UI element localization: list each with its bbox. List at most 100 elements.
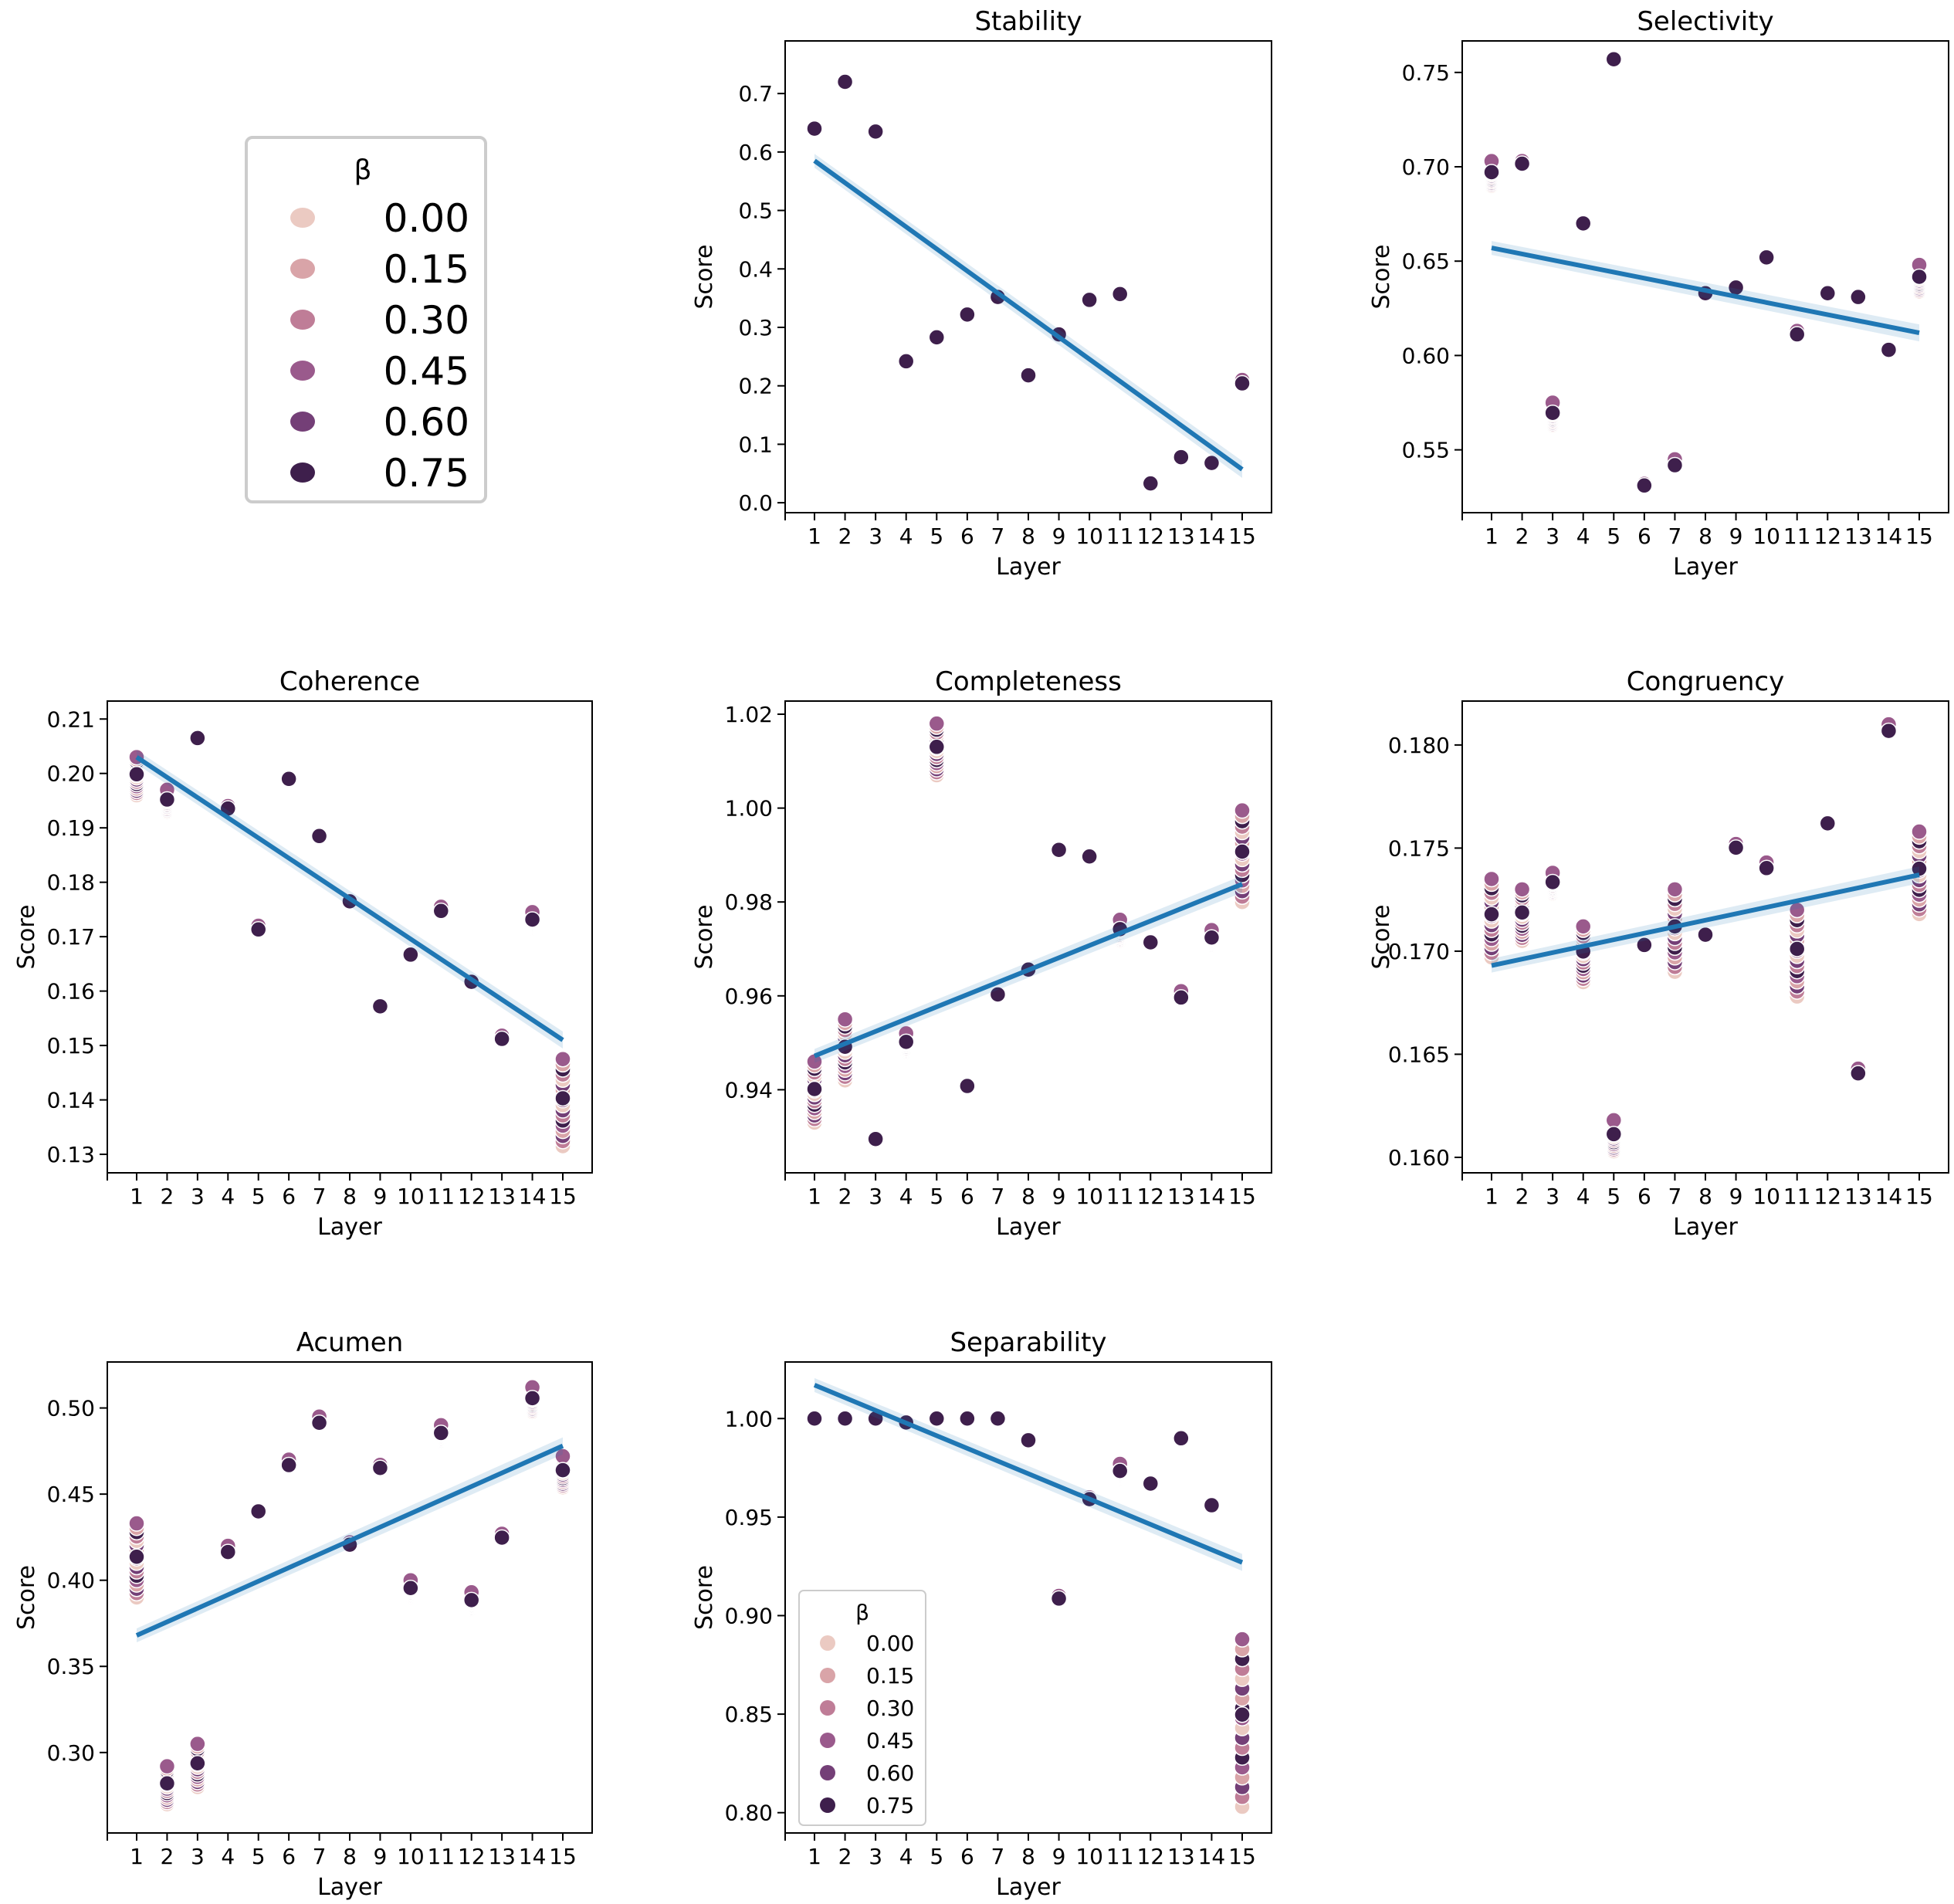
x-tick-label: 14 — [1198, 1844, 1226, 1869]
x-tick-label: 9 — [374, 1844, 388, 1869]
x-tick-label: 14 — [1875, 523, 1903, 549]
x-tick-label: 14 — [1875, 1184, 1903, 1209]
y-tick-label: 0.35 — [47, 1654, 95, 1679]
legend-marker — [290, 412, 315, 432]
x-tick-label: 15 — [1228, 523, 1256, 549]
x-tick-label: 9 — [1729, 523, 1743, 549]
data-point — [1544, 873, 1561, 891]
y-tick-label: 0.18 — [47, 870, 95, 896]
y-tick-label: 1.00 — [725, 796, 773, 822]
scatter-points-coherence — [128, 730, 571, 1155]
data-point — [371, 1459, 389, 1476]
axes-frame — [784, 700, 1272, 1174]
legend-marker — [290, 259, 315, 279]
y-tick-label: 0.20 — [47, 761, 95, 787]
data-point — [959, 1077, 976, 1095]
data-point — [1666, 881, 1684, 898]
data-point — [1880, 722, 1898, 740]
data-point — [554, 1462, 571, 1479]
data-point — [402, 946, 419, 964]
legend-marker — [820, 1668, 835, 1683]
data-point — [806, 1410, 823, 1428]
data-point — [897, 1033, 915, 1051]
data-point — [1111, 1462, 1129, 1479]
data-point — [1605, 1126, 1623, 1143]
x-tick-label: 3 — [1546, 1184, 1559, 1209]
legend-marker — [820, 1700, 835, 1716]
x-tick-label: 6 — [282, 1184, 296, 1209]
y-axis-label: Score — [691, 244, 718, 309]
data-point — [432, 903, 450, 920]
legend-box — [245, 136, 487, 503]
x-tick-label: 5 — [930, 1184, 943, 1209]
x-tick-label: 10 — [397, 1844, 425, 1869]
y-tick-label: 0.16 — [47, 979, 95, 1005]
x-tick-label: 8 — [1698, 523, 1712, 549]
x-tick-label: 3 — [191, 1844, 205, 1869]
y-tick-label: 0.0 — [738, 490, 773, 516]
data-point — [989, 986, 1007, 1003]
x-tick-label: 4 — [1576, 523, 1590, 549]
data-point — [1173, 1430, 1190, 1447]
x-tick-label: 5 — [252, 1184, 266, 1209]
x-axis-label: Layer — [317, 1874, 382, 1901]
panel-title-acumen: Acumen — [296, 1327, 404, 1358]
x-tick-label: 14 — [519, 1844, 547, 1869]
y-axis-label: Score — [691, 1565, 718, 1630]
x-tick-label: 6 — [282, 1844, 296, 1869]
y-tick-label: 0.94 — [725, 1077, 773, 1103]
x-tick-label: 1 — [808, 1184, 821, 1209]
data-point — [280, 1456, 297, 1474]
data-point — [867, 1130, 884, 1147]
x-tick-label: 15 — [1228, 1844, 1256, 1869]
legend-title: β — [855, 1600, 869, 1625]
legend-label: 0.00 — [866, 1631, 914, 1656]
data-point — [1050, 841, 1068, 859]
x-tick-label: 3 — [869, 523, 882, 549]
data-point — [1574, 918, 1592, 935]
x-tick-label: 10 — [1075, 1844, 1103, 1869]
panel-title-congruency: Congruency — [1627, 666, 1784, 697]
x-tick-label: 5 — [1607, 1184, 1620, 1209]
x-tick-label: 12 — [1136, 1844, 1164, 1869]
x-tick-label: 1 — [1485, 523, 1499, 549]
data-point — [189, 730, 206, 747]
data-point — [1758, 249, 1775, 266]
x-tick-label: 2 — [1515, 1184, 1529, 1209]
x-tick-label: 11 — [1106, 523, 1134, 549]
y-tick-label: 0.4 — [738, 256, 773, 282]
data-point — [1727, 839, 1745, 856]
x-tick-label: 1 — [1485, 1184, 1499, 1209]
x-tick-label: 13 — [1844, 523, 1872, 549]
data-point — [1574, 215, 1592, 232]
y-tick-label: 0.5 — [738, 198, 773, 224]
legend-separability: β 0.00 0.15 0.30 0.45 0.60 0.75 — [798, 1590, 926, 1826]
x-tick-label: 12 — [458, 1184, 486, 1209]
data-point — [1483, 164, 1500, 181]
x-tick-label: 5 — [252, 1844, 266, 1869]
x-tick-label: 13 — [1167, 1844, 1195, 1869]
data-point — [1234, 801, 1251, 819]
y-tick-label: 0.165 — [1388, 1042, 1450, 1067]
x-tick-label: 8 — [1021, 1844, 1035, 1869]
data-point — [554, 1050, 571, 1068]
data-point — [219, 1543, 237, 1560]
y-tick-label: 0.13 — [47, 1142, 95, 1167]
axes-frame — [784, 40, 1272, 513]
data-point — [1142, 475, 1160, 492]
x-tick-label: 2 — [838, 1184, 852, 1209]
data-point — [1234, 374, 1251, 392]
regression-line — [135, 1443, 564, 1638]
y-tick-label: 0.14 — [47, 1088, 95, 1113]
x-tick-label: 6 — [960, 523, 974, 549]
x-tick-label: 15 — [1228, 1184, 1256, 1209]
data-point — [1142, 933, 1160, 951]
y-axis-label: Score — [1368, 904, 1395, 969]
legend-marker — [290, 361, 315, 381]
x-tick-label: 11 — [1106, 1184, 1134, 1209]
data-point — [928, 1410, 946, 1428]
data-point — [1850, 288, 1867, 306]
x-tick-label: 6 — [1637, 1184, 1651, 1209]
x-axis-label: Layer — [996, 1214, 1061, 1241]
